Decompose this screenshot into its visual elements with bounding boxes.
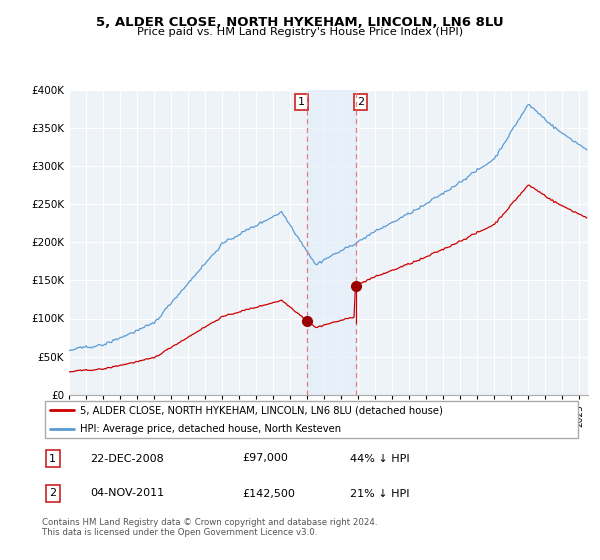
Text: HPI: Average price, detached house, North Kesteven: HPI: Average price, detached house, Nort… (80, 424, 341, 433)
Text: 5, ALDER CLOSE, NORTH HYKEHAM, LINCOLN, LN6 8LU: 5, ALDER CLOSE, NORTH HYKEHAM, LINCOLN, … (96, 16, 504, 29)
Text: 04-NOV-2011: 04-NOV-2011 (91, 488, 165, 498)
Bar (307, 90, 356, 395)
Text: 2: 2 (357, 97, 364, 107)
Text: 1: 1 (49, 454, 56, 464)
Bar (307, 90, 356, 395)
Text: 5, ALDER CLOSE, NORTH HYKEHAM, LINCOLN, LN6 8LU (detached house): 5, ALDER CLOSE, NORTH HYKEHAM, LINCOLN, … (80, 405, 443, 415)
Text: 2: 2 (49, 488, 56, 498)
Text: £97,000: £97,000 (242, 454, 287, 464)
Text: Contains HM Land Registry data © Crown copyright and database right 2024.
This d: Contains HM Land Registry data © Crown c… (42, 518, 377, 538)
FancyBboxPatch shape (45, 402, 578, 437)
Text: 1: 1 (298, 97, 305, 107)
Text: Price paid vs. HM Land Registry's House Price Index (HPI): Price paid vs. HM Land Registry's House … (137, 27, 463, 37)
Text: 44% ↓ HPI: 44% ↓ HPI (350, 454, 409, 464)
Text: 21% ↓ HPI: 21% ↓ HPI (350, 488, 409, 498)
Text: £142,500: £142,500 (242, 488, 295, 498)
Text: 22-DEC-2008: 22-DEC-2008 (91, 454, 164, 464)
